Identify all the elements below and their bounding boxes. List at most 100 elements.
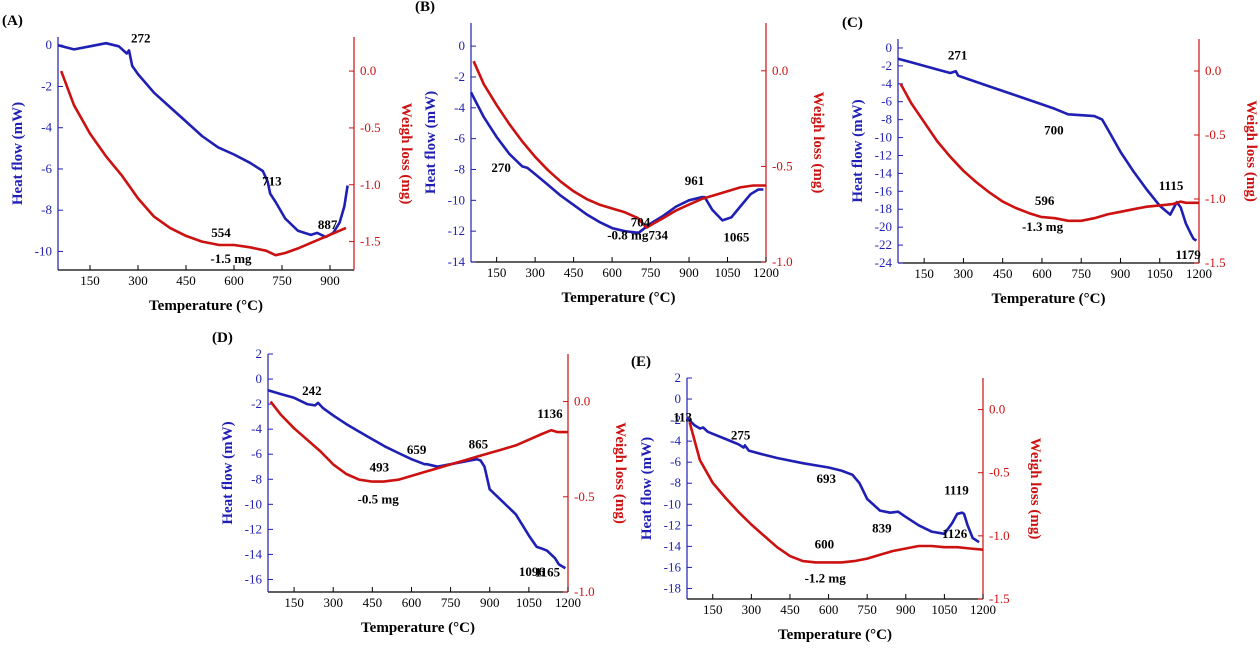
x-tick-label: 750 xyxy=(641,265,661,280)
left-tick-label: -16 xyxy=(875,183,893,198)
left-tick-label: -8 xyxy=(251,471,262,486)
annotation: 1115 xyxy=(1159,178,1184,193)
left-tick-label: -8 xyxy=(881,112,892,127)
heat-flow-line xyxy=(897,57,1198,242)
x-tick-label: 750 xyxy=(857,602,877,617)
x-tick-label: 300 xyxy=(954,266,974,281)
left-axis-label: Heat flow (mW) xyxy=(850,99,866,202)
annotation: 700 xyxy=(1044,122,1064,137)
right-tick-label: 0.0 xyxy=(574,394,590,409)
x-tick-label: 450 xyxy=(993,266,1013,281)
x-tick-label: 600 xyxy=(819,602,839,617)
x-tick-label: 750 xyxy=(441,595,461,610)
annotation: 242 xyxy=(302,383,322,398)
left-axis-label: Heat flow (mW) xyxy=(423,91,439,194)
annotation: -0.5 mg xyxy=(358,492,400,507)
annotation: 272 xyxy=(131,30,151,45)
x-tick-label: 1200 xyxy=(555,595,581,610)
left-axis-label: Heat flow (mW) xyxy=(220,421,236,524)
annotation: 1165 xyxy=(535,564,561,579)
x-tick-label: 450 xyxy=(363,595,383,610)
left-tick-label: 0 xyxy=(256,371,263,386)
right-tick-label: -1.5 xyxy=(1205,255,1226,270)
annotation: 1179 xyxy=(1176,247,1202,262)
left-tick-label: 2 xyxy=(256,346,263,361)
right-axis-label: Weigh loss (mg) xyxy=(612,422,628,524)
left-tick-label: -2 xyxy=(670,412,681,427)
chart-panel-0: 150 300 450 600 750 900 0 -2 -4 -6 -8 -10 0.0 -0.5 -1.… xyxy=(2,13,414,314)
left-tick-label: -10 xyxy=(448,192,465,207)
x-axis-label: Temperature (°C) xyxy=(992,291,1106,307)
weight-loss-line xyxy=(899,83,1199,223)
left-tick-label: -6 xyxy=(670,454,681,469)
weight-loss-line xyxy=(59,70,347,257)
x-axis-label: Temperature (°C) xyxy=(562,290,676,306)
x-tick-label: 750 xyxy=(1071,266,1091,281)
x-axis-label: Temperature (°C) xyxy=(361,620,475,636)
chart-panel-4: 150 300 450 600 750 900 1050 1200 2 0 -2 -4 -6 -8 -10 -… xyxy=(631,354,1043,643)
left-tick-label: -6 xyxy=(454,131,465,146)
panel-label: (E) xyxy=(631,354,651,370)
x-tick-label: 1050 xyxy=(715,265,741,280)
left-tick-label: 0 xyxy=(46,37,53,52)
annotation: 659 xyxy=(407,442,427,457)
left-tick-label: -14 xyxy=(448,254,466,269)
left-tick-label: 0 xyxy=(459,38,466,53)
right-tick-label: -1.0 xyxy=(574,584,595,599)
annotation: -1.5 mg xyxy=(210,251,252,266)
left-tick-label: -18 xyxy=(664,580,681,595)
x-tick-label: 900 xyxy=(1111,266,1131,281)
left-tick-label: -10 xyxy=(664,496,681,511)
left-tick-label: -16 xyxy=(245,571,263,586)
x-tick-label: 900 xyxy=(896,602,916,617)
left-tick-label: -2 xyxy=(454,69,465,84)
right-tick-label: -1.5 xyxy=(360,234,381,249)
chart-panel-2: 150 300 450 600 750 900 1050 1200 0 -2 -4 -6 -8 -10 -1… xyxy=(842,15,1259,307)
left-tick-label: -12 xyxy=(664,517,681,532)
annotation: 1119 xyxy=(944,483,969,498)
left-tick-label: -4 xyxy=(454,100,465,115)
annotation: -0.8 mg xyxy=(607,228,649,243)
left-tick-label: -24 xyxy=(875,255,893,270)
chart-panel-3: 150 300 450 600 750 900 1050 1200 2 0 -2 -4 -6 -8 -10 -… xyxy=(212,330,628,636)
x-axis-label: Temperature (°C) xyxy=(149,298,263,314)
right-tick-label: -0.5 xyxy=(1205,127,1226,142)
x-tick-label: 600 xyxy=(224,273,244,288)
x-tick-label: 150 xyxy=(284,595,304,610)
right-tick-label: -0.5 xyxy=(574,489,595,504)
annotation: 887 xyxy=(318,217,338,232)
left-axis-label: Heat flow (mW) xyxy=(10,102,26,205)
right-axis-label: Weigh loss (mg) xyxy=(810,92,826,194)
annotation: 839 xyxy=(872,521,892,536)
x-tick-label: 1050 xyxy=(1147,266,1173,281)
x-tick-label: 900 xyxy=(320,273,340,288)
left-tick-label: -18 xyxy=(875,201,892,216)
chart-panel-1: 150 300 450 600 750 900 1050 1200 0 -2 -4 -6 -8 -10 -1… xyxy=(415,0,826,306)
left-tick-label: -2 xyxy=(251,396,262,411)
panel-label: (C) xyxy=(842,15,863,31)
x-axis-label: Temperature (°C) xyxy=(778,627,892,643)
left-tick-label: -22 xyxy=(875,237,892,252)
x-tick-label: 900 xyxy=(480,595,500,610)
x-tick-label: 600 xyxy=(1032,266,1052,281)
annotation: 1096 xyxy=(519,564,546,579)
left-tick-label: -4 xyxy=(670,433,681,448)
left-tick-label: 0 xyxy=(675,391,682,406)
x-tick-label: 300 xyxy=(742,602,762,617)
x-tick-label: 1200 xyxy=(753,265,779,280)
right-axis-label: Weigh loss (mg) xyxy=(398,103,414,205)
annotation: 270 xyxy=(491,160,511,175)
annotation: 1136 xyxy=(537,406,563,421)
left-tick-label: -2 xyxy=(881,58,892,73)
annotation: 271 xyxy=(948,47,968,62)
left-tick-label: -8 xyxy=(454,161,465,176)
x-tick-label: 300 xyxy=(525,265,545,280)
right-tick-label: -1.0 xyxy=(772,254,793,269)
heat-flow-line xyxy=(469,91,764,234)
weight-loss-line xyxy=(688,421,984,564)
x-tick-label: 600 xyxy=(602,265,622,280)
panel-label: (B) xyxy=(415,0,435,15)
left-tick-label: 2 xyxy=(675,370,682,385)
x-tick-label: 300 xyxy=(323,595,343,610)
